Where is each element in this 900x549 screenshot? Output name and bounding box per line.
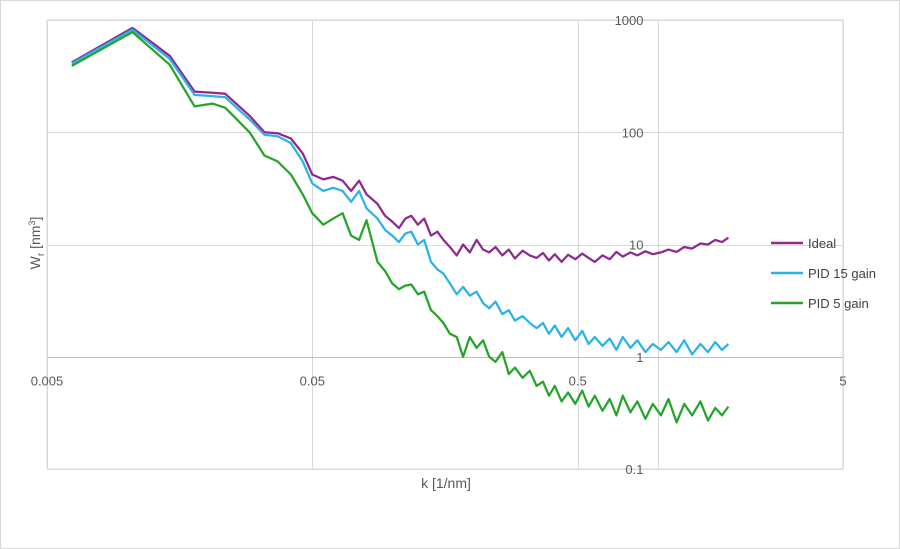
y-axis-title-sub: r xyxy=(36,252,47,256)
plot-area-border xyxy=(46,19,844,470)
legend-label: Ideal xyxy=(808,236,836,251)
legend: Ideal PID 15 gain PID 5 gain xyxy=(771,236,876,311)
x-tick-label: 0.05 xyxy=(300,374,325,389)
grid-lines xyxy=(46,19,844,470)
series-line-pid-15-gain xyxy=(71,28,730,356)
y-tick-label: 1 xyxy=(636,350,643,365)
y-tick-label: 100 xyxy=(622,125,644,140)
x-tick-label: 0.005 xyxy=(31,374,64,389)
y-axis-title: Wr [nm3] xyxy=(27,217,47,270)
y-axis-title-end: ] xyxy=(27,217,43,221)
x-tick-label: 5 xyxy=(839,374,846,389)
y-axis-title-rest: [nm xyxy=(27,226,43,253)
tick-labels: 0.005 0.05 0.5 5 0.1 1 10 100 1000 xyxy=(31,13,847,477)
y-tick-label: 1000 xyxy=(615,13,644,28)
x-tick-label: 0.5 xyxy=(569,374,587,389)
y-tick-label: 0.1 xyxy=(625,462,643,477)
y-tick-label: 10 xyxy=(629,238,643,253)
series-line-pid-5-gain xyxy=(71,30,730,424)
series-lines xyxy=(71,26,730,424)
series-line-ideal xyxy=(71,26,730,264)
legend-label: PID 5 gain xyxy=(808,296,869,311)
y-axis-title-sup: 3 xyxy=(27,221,37,226)
legend-label: PID 15 gain xyxy=(808,266,876,281)
x-axis-title: k [1/nm] xyxy=(421,475,471,491)
y-axis-title-main: W xyxy=(27,255,43,269)
